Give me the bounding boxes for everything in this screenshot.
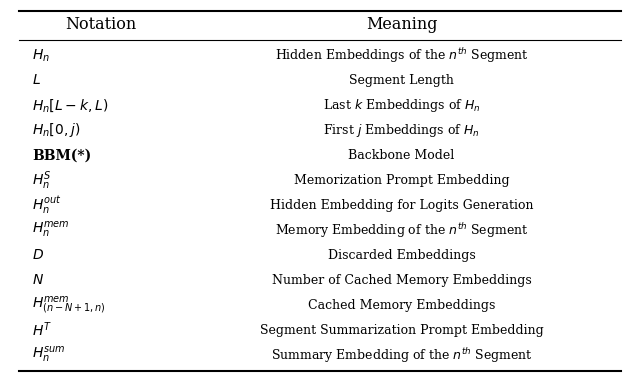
Text: $N$: $N$ — [32, 273, 44, 287]
Text: $H^T$: $H^T$ — [32, 321, 52, 340]
Text: $H_n^{sum}$: $H_n^{sum}$ — [32, 345, 65, 365]
Text: Memorization Prompt Embedding: Memorization Prompt Embedding — [294, 174, 509, 187]
Text: Hidden Embeddings of the $n^{th}$ Segment: Hidden Embeddings of the $n^{th}$ Segmen… — [275, 46, 529, 65]
Text: Segment Summarization Prompt Embedding: Segment Summarization Prompt Embedding — [260, 324, 543, 337]
Text: Memory Embedding of the $n^{th}$ Segment: Memory Embedding of the $n^{th}$ Segment — [275, 221, 529, 240]
Text: $H_n^S$: $H_n^S$ — [32, 169, 51, 191]
Text: $H_n[L-k, L)$: $H_n[L-k, L)$ — [32, 97, 108, 114]
Text: $H_n^{mem}$: $H_n^{mem}$ — [32, 220, 70, 240]
Text: First $j$ Embeddings of $H_n$: First $j$ Embeddings of $H_n$ — [323, 122, 480, 139]
Text: Summary Embedding of the $n^{th}$ Segment: Summary Embedding of the $n^{th}$ Segmen… — [271, 346, 532, 365]
Text: Segment Length: Segment Length — [349, 74, 454, 87]
Text: Hidden Embedding for Logits Generation: Hidden Embedding for Logits Generation — [270, 199, 533, 212]
Text: BBM(*): BBM(*) — [32, 148, 92, 162]
Text: Backbone Model: Backbone Model — [348, 149, 455, 162]
Text: $H_{(n-N+1,n)}^{mem}$: $H_{(n-N+1,n)}^{mem}$ — [32, 294, 106, 316]
Text: $H_n[0, j)$: $H_n[0, j)$ — [32, 121, 81, 139]
Text: $H_n$: $H_n$ — [32, 47, 50, 64]
Text: Meaning: Meaning — [366, 16, 437, 33]
Text: $L$: $L$ — [32, 73, 41, 87]
Text: Discarded Embeddings: Discarded Embeddings — [328, 249, 476, 262]
Text: Cached Memory Embeddings: Cached Memory Embeddings — [308, 299, 495, 312]
Text: Number of Cached Memory Embeddings: Number of Cached Memory Embeddings — [272, 274, 531, 287]
Text: Notation: Notation — [65, 16, 136, 33]
Text: $D$: $D$ — [32, 248, 44, 262]
Text: Last $k$ Embeddings of $H_n$: Last $k$ Embeddings of $H_n$ — [323, 97, 481, 114]
Text: $H_n^{out}$: $H_n^{out}$ — [32, 194, 61, 216]
